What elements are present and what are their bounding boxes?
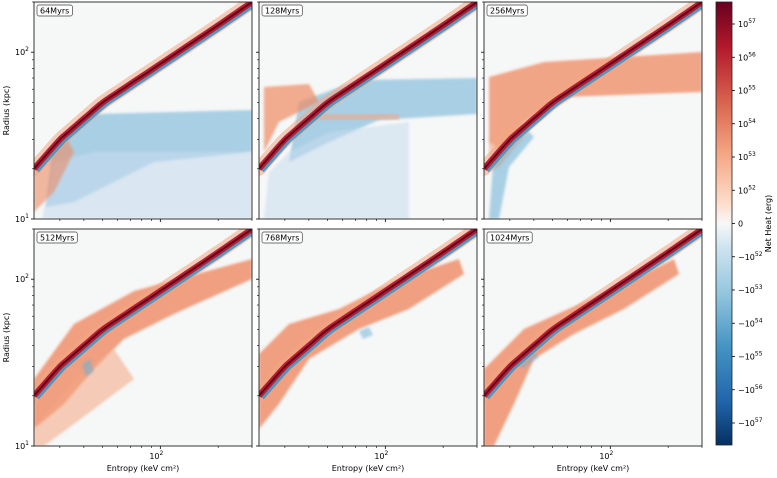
time-label-text: 256Myrs <box>490 7 524 16</box>
ridge-cooling-edge <box>485 3 702 173</box>
panel-512myrs: 512Myrs 101 102 102 <box>15 228 253 461</box>
time-label-text: 1024Myrs <box>490 234 529 243</box>
heat-region <box>259 259 464 429</box>
heat-region <box>34 259 252 429</box>
ridge-core <box>259 2 477 170</box>
colorbar-tick-label: 1055 <box>738 85 756 96</box>
panel-128myrs: 128Myrs <box>256 1 478 222</box>
ridge-cooling-edge <box>260 3 477 173</box>
panel-frame <box>483 1 703 220</box>
ridge-cooling-edge <box>485 230 702 400</box>
heat-region <box>42 152 252 219</box>
x-axis-title: Entropy (keV cm²) <box>557 464 630 473</box>
colorbar-tick-label: 1057 <box>738 18 756 29</box>
time-label: 768Myrs <box>261 231 303 244</box>
colorbar-tick-label: −1053 <box>738 284 763 295</box>
y-tick-label: 101 <box>15 440 29 451</box>
time-label-text: 64Myrs <box>40 7 69 16</box>
time-label: 128Myrs <box>261 4 303 17</box>
panel-heatmap <box>34 2 252 219</box>
y-tick-label: 102 <box>15 273 29 284</box>
panel-1024myrs: 1024Myrs 102 <box>481 228 703 461</box>
colorbar-tick-label: 1053 <box>738 151 756 162</box>
heat-region <box>359 327 373 339</box>
x-tick-label: 102 <box>374 450 388 461</box>
ridge-core <box>484 2 702 170</box>
colorbar-tick-label: 1056 <box>738 51 756 62</box>
panel-frame <box>483 228 703 447</box>
colorbar-tick-label: −1056 <box>738 384 763 395</box>
time-label-box <box>36 231 78 244</box>
ridge-cooling-edge <box>35 230 252 400</box>
heat-region <box>34 132 74 212</box>
time-label-box <box>486 4 528 17</box>
colorbar-gradient <box>715 1 733 446</box>
colorbar-tick-label: 1054 <box>738 118 756 129</box>
panel-256myrs: 256Myrs <box>481 1 703 222</box>
panel-frame <box>258 1 478 220</box>
heat-region <box>264 84 319 152</box>
axis-labels-layer: Radius (kpc) Radius (kpc) Entropy (keV cm²… <box>2 86 629 473</box>
x-axis-title: Entropy (keV cm²) <box>332 464 405 473</box>
colorbar-tick-label: −1054 <box>738 317 763 328</box>
x-tick-label: 102 <box>599 450 613 461</box>
ridge-cooling-edge <box>35 3 252 173</box>
heat-region <box>264 122 409 219</box>
ridge-core <box>259 229 477 397</box>
colorbar-tick-label: 1052 <box>738 184 756 195</box>
ridge-core <box>484 229 702 397</box>
panel-768myrs: 768Myrs 102 <box>256 228 478 461</box>
panel-heatmap <box>259 2 477 219</box>
colorbar-tick-label: −1057 <box>738 417 763 428</box>
colorbar-tick-label: −1052 <box>738 251 763 262</box>
y-axis-title: Radius (kpc) <box>2 313 11 363</box>
time-label-text: 512Myrs <box>40 234 74 243</box>
ridge-core <box>34 229 252 397</box>
time-label: 256Myrs <box>486 4 528 17</box>
panel-frame <box>258 228 478 447</box>
colorbar-label: Net Heat (erg) <box>764 195 773 253</box>
y-tick-label: 102 <box>15 46 29 57</box>
ridge-cooling-edge <box>260 230 477 400</box>
time-label: 1024Myrs <box>486 231 533 244</box>
time-label-box <box>486 231 533 244</box>
time-label-box <box>36 4 73 17</box>
panel-heatmap <box>259 229 477 429</box>
time-label-box <box>261 231 303 244</box>
heat-region <box>319 114 399 120</box>
colorbar: 1057 1056 1055 1054 1053 1052 0 −1052 −1053 −1054… <box>715 1 773 446</box>
panel-heatmap <box>34 229 252 446</box>
time-label-text: 128Myrs <box>265 7 299 16</box>
y-tick-label: 101 <box>15 213 29 224</box>
panel-64myrs: 64Myrs 101 102 <box>15 1 253 224</box>
time-label-box <box>261 4 303 17</box>
x-axis-title: Entropy (keV cm²) <box>107 464 180 473</box>
time-label-text: 768Myrs <box>265 234 299 243</box>
panel-frame <box>33 228 253 447</box>
panel-frame <box>33 1 253 220</box>
y-axis-title: Radius (kpc) <box>2 86 11 136</box>
heat-region <box>82 359 94 377</box>
colorbar-tick-label: −1055 <box>738 351 763 362</box>
x-tick-label: 102 <box>149 450 163 461</box>
heat-region <box>489 52 702 152</box>
time-label: 64Myrs <box>36 4 73 17</box>
ridge-core <box>34 2 252 170</box>
colorbar-tick-label: 0 <box>738 220 743 229</box>
heat-region <box>34 349 134 446</box>
panel-heatmap <box>484 2 702 219</box>
time-label: 512Myrs <box>36 231 78 244</box>
panel-heatmap <box>484 229 702 446</box>
